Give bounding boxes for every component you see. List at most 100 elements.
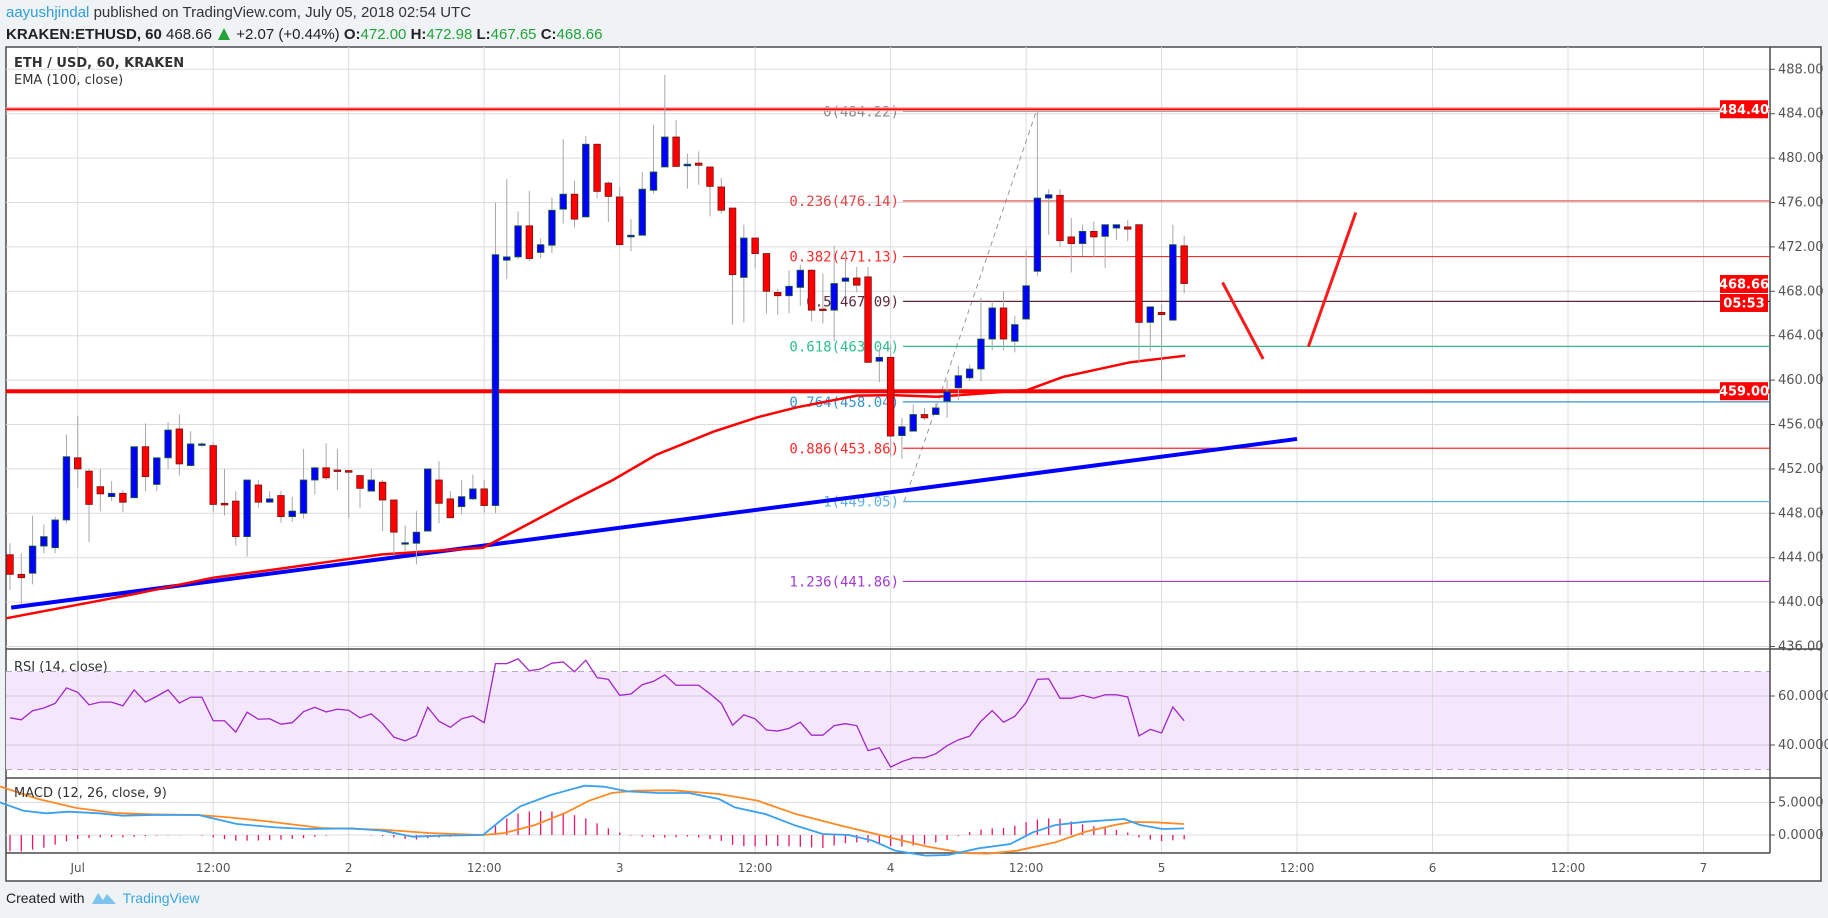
projection-line — [1306, 211, 1358, 348]
candle-body — [536, 244, 545, 253]
candle-body — [728, 207, 737, 276]
fib-level-label: 0.382(471.13) — [789, 250, 899, 266]
candle — [28, 515, 37, 585]
candle-body — [311, 467, 319, 481]
candle-body — [593, 143, 601, 192]
candle-body — [627, 234, 635, 238]
candle-body — [220, 502, 229, 506]
candle — [774, 289, 782, 315]
candle — [898, 417, 906, 459]
candle-body — [694, 162, 703, 166]
candle-body — [74, 457, 82, 470]
candle — [661, 74, 669, 168]
candle — [796, 264, 804, 306]
macd-legend: MACD (12, 26, close, 9) — [14, 786, 167, 801]
candle — [1112, 224, 1121, 241]
candle — [344, 470, 353, 519]
candle-body — [1056, 194, 1064, 242]
price-tick-label: 460.00 — [1778, 373, 1824, 388]
candle-body — [412, 531, 421, 544]
candle — [412, 511, 421, 565]
candle — [988, 301, 996, 351]
price-tick-label: 440.00 — [1778, 595, 1824, 610]
candle-body — [570, 193, 579, 220]
candle-body — [288, 510, 296, 518]
candle — [1157, 304, 1166, 382]
candle-body — [96, 486, 105, 495]
candle — [627, 219, 635, 252]
candle — [457, 480, 466, 515]
candle-body — [401, 542, 409, 545]
candle — [932, 403, 940, 415]
trend-line — [10, 436, 1298, 610]
time-tick-label: 2 — [345, 861, 353, 875]
candle-body — [299, 479, 308, 514]
candle-body — [6, 554, 14, 575]
candle — [525, 190, 534, 262]
candle — [356, 475, 364, 508]
candle-body — [559, 193, 567, 210]
publish-info: aayushjindal published on TradingView.co… — [6, 4, 471, 21]
candle — [469, 474, 477, 500]
candle-body — [62, 456, 71, 521]
candle-body — [548, 209, 556, 246]
tradingview-logo-icon — [91, 893, 116, 904]
candle-body — [785, 285, 793, 297]
ema-100-line — [6, 354, 1186, 620]
projection-line — [1221, 281, 1265, 360]
time-tick-label: 3 — [616, 861, 624, 875]
candle — [119, 489, 127, 513]
symbol-info: KRAKEN:ETHUSD, 60 468.66 +2.07 (+0.44%) … — [6, 26, 602, 43]
price-tick-label: 468.00 — [1778, 284, 1824, 299]
macd-tick-label: 5.0000 — [1778, 795, 1824, 810]
candle — [514, 211, 522, 260]
author-link[interactable]: aayushjindal — [6, 4, 90, 21]
candle-body — [514, 225, 522, 258]
bar-countdown-label: 05:53 — [1723, 296, 1764, 311]
candle-body — [615, 196, 624, 246]
candle — [1033, 111, 1042, 276]
candle — [1022, 250, 1030, 320]
candle — [1090, 221, 1098, 257]
footer: Created with TradingView — [6, 890, 200, 906]
tradingview-link[interactable]: TradingView — [122, 890, 200, 906]
candle — [401, 525, 409, 552]
candle — [1146, 306, 1154, 352]
candle — [333, 448, 342, 490]
candle-body — [988, 307, 996, 340]
bar-countdown-label-bg — [1720, 293, 1768, 312]
candle-body — [28, 545, 37, 574]
candle — [593, 143, 601, 199]
time-tick-label: Jul — [69, 861, 84, 875]
close-value: 468.66 — [556, 26, 603, 43]
candle — [1124, 220, 1132, 242]
close-label: C: — [540, 26, 557, 43]
candle-body — [333, 469, 342, 472]
candle-body — [582, 143, 590, 218]
candle-body — [525, 225, 534, 259]
time-tick-label: 7 — [1700, 861, 1708, 875]
candle-body — [807, 269, 816, 311]
candle-body — [51, 519, 59, 549]
price-tick-label: 476.00 — [1778, 196, 1824, 211]
price-tick-label: 488.00 — [1778, 62, 1824, 77]
candle-body — [198, 443, 206, 446]
candle — [943, 380, 951, 418]
rsi-legend: RSI (14, close) — [14, 660, 108, 675]
candle — [378, 480, 387, 532]
candle — [1078, 224, 1087, 256]
fib-level-label: 0.5(467.09) — [806, 294, 899, 310]
macd-tick-label: 0.0000 — [1778, 828, 1824, 843]
candle-body — [356, 475, 364, 489]
candle-body — [751, 237, 759, 254]
candle-body — [186, 443, 195, 466]
candle-body — [446, 498, 455, 519]
candle-body — [164, 429, 172, 459]
price-tick-label: 484.00 — [1778, 107, 1824, 122]
macd-signal-line — [0, 785, 1185, 855]
candle-body — [153, 457, 161, 485]
candle-body — [232, 500, 240, 538]
candle — [909, 404, 917, 432]
candle — [920, 407, 929, 421]
